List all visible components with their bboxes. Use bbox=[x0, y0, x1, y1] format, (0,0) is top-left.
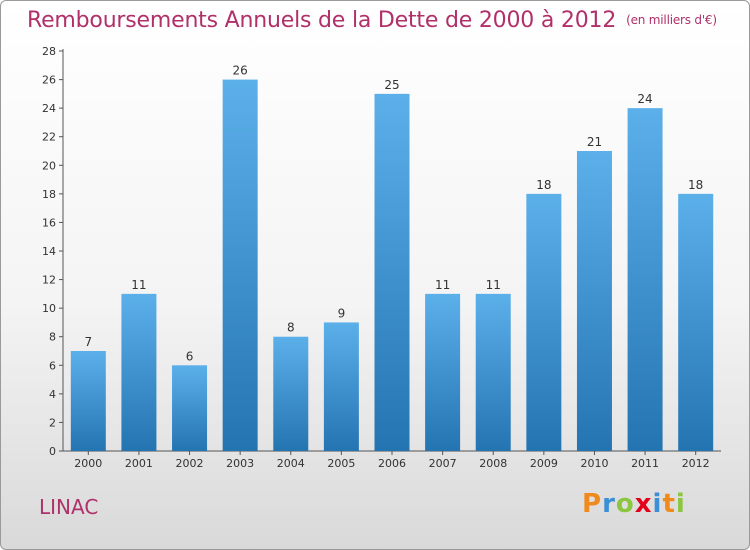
x-tick-label: 2008 bbox=[479, 457, 507, 470]
chart-unit: (en milliers d'€) bbox=[626, 13, 717, 27]
bar-2006 bbox=[374, 93, 410, 451]
data-label-2009: 18 bbox=[536, 178, 551, 192]
y-tick-label: 10 bbox=[42, 302, 56, 315]
data-label-2004: 8 bbox=[287, 321, 295, 335]
x-tick-label: 2001 bbox=[125, 457, 153, 470]
y-tick-label: 18 bbox=[42, 188, 56, 201]
x-tick-label: 2010 bbox=[580, 457, 608, 470]
y-tick-label: 16 bbox=[42, 216, 56, 229]
y-tick-label: 24 bbox=[42, 102, 56, 115]
x-tick-label: 2007 bbox=[429, 457, 457, 470]
bar-2002 bbox=[172, 365, 208, 451]
data-label-2002: 6 bbox=[186, 349, 194, 363]
y-tick-label: 28 bbox=[42, 45, 56, 58]
chart-title: Remboursements Annuels de la Dette de 20… bbox=[27, 8, 717, 33]
logo-letter: t bbox=[662, 489, 676, 519]
bar-2010 bbox=[576, 151, 612, 451]
bar-2007 bbox=[425, 293, 461, 451]
logo-letter: o bbox=[615, 489, 635, 519]
y-tick-label: 0 bbox=[49, 445, 56, 458]
y-tick-label: 20 bbox=[42, 159, 56, 172]
x-tick-label: 2012 bbox=[682, 457, 710, 470]
x-tick-label: 2004 bbox=[277, 457, 305, 470]
data-label-2007: 11 bbox=[435, 278, 450, 292]
y-tick-label: 6 bbox=[49, 359, 56, 372]
data-label-2000: 7 bbox=[84, 335, 92, 349]
y-tick-label: 14 bbox=[42, 245, 56, 258]
bar-2009 bbox=[526, 193, 562, 451]
data-label-2005: 9 bbox=[338, 306, 346, 320]
data-label-2003: 26 bbox=[233, 64, 248, 78]
data-label-2010: 21 bbox=[587, 135, 602, 149]
x-tick-label: 2011 bbox=[631, 457, 659, 470]
data-label-2011: 24 bbox=[637, 92, 652, 106]
bar-2004 bbox=[273, 336, 309, 451]
x-tick-label: 2002 bbox=[176, 457, 204, 470]
data-label-2006: 25 bbox=[384, 78, 399, 92]
proxiti-logo: Proxiti bbox=[582, 489, 692, 523]
x-tick-label: 2006 bbox=[378, 457, 406, 470]
x-tick-label: 2009 bbox=[530, 457, 558, 470]
data-label-2008: 11 bbox=[486, 278, 501, 292]
bar-2003 bbox=[222, 79, 258, 452]
y-tick-label: 26 bbox=[42, 74, 56, 87]
y-tick-label: 2 bbox=[49, 416, 56, 429]
x-tick-label: 2005 bbox=[327, 457, 355, 470]
bar-2012 bbox=[678, 193, 714, 451]
y-tick-label: 12 bbox=[42, 274, 56, 287]
data-label-2001: 11 bbox=[131, 278, 146, 292]
logo-letter: P bbox=[582, 489, 603, 519]
chart-title-text: Remboursements Annuels de la Dette de 20… bbox=[27, 8, 617, 33]
logo-letter: i bbox=[675, 489, 686, 519]
y-tick-label: 4 bbox=[49, 388, 56, 401]
x-tick-label: 2000 bbox=[74, 457, 102, 470]
y-tick-label: 22 bbox=[42, 131, 56, 144]
bar-2005 bbox=[323, 322, 359, 451]
logo-letter: i bbox=[652, 489, 663, 519]
bar-2001 bbox=[121, 293, 157, 451]
town-name: LINAC bbox=[39, 495, 99, 519]
data-label-2012: 18 bbox=[688, 178, 703, 192]
bar-2000 bbox=[70, 351, 106, 451]
y-tick-label: 8 bbox=[49, 331, 56, 344]
logo-letter: x bbox=[634, 489, 653, 519]
logo-letter: r bbox=[602, 489, 616, 519]
bar-2011 bbox=[627, 108, 663, 452]
x-tick-label: 2003 bbox=[226, 457, 254, 470]
bar-2008 bbox=[475, 293, 511, 451]
